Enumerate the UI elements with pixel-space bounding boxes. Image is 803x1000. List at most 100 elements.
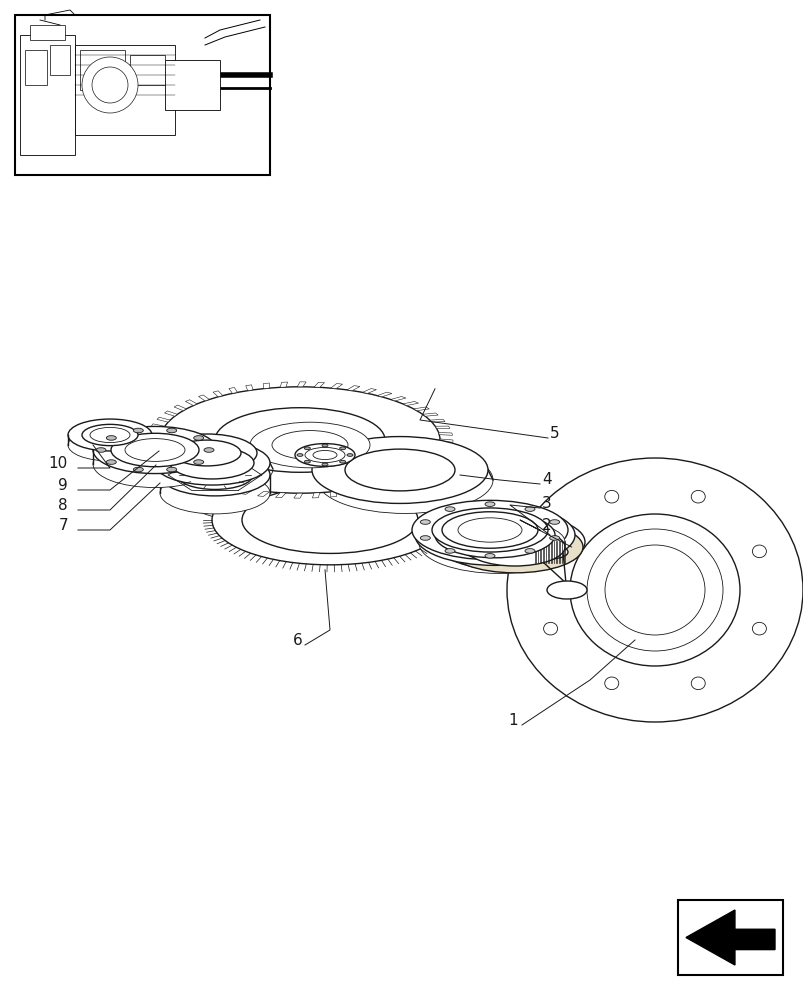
- Ellipse shape: [92, 67, 128, 103]
- Ellipse shape: [68, 419, 152, 451]
- Polygon shape: [422, 464, 435, 469]
- Ellipse shape: [347, 454, 353, 456]
- Polygon shape: [174, 405, 186, 411]
- Polygon shape: [223, 487, 237, 491]
- Ellipse shape: [204, 448, 214, 452]
- Text: 3: 3: [541, 496, 551, 511]
- Ellipse shape: [160, 472, 270, 514]
- Bar: [75, 45, 175, 135]
- Polygon shape: [198, 395, 209, 401]
- Polygon shape: [151, 424, 165, 428]
- Ellipse shape: [68, 429, 152, 461]
- Ellipse shape: [295, 444, 355, 466]
- Ellipse shape: [106, 460, 116, 464]
- Polygon shape: [263, 383, 269, 389]
- Ellipse shape: [304, 447, 310, 450]
- Polygon shape: [185, 400, 197, 406]
- Ellipse shape: [524, 507, 534, 511]
- Ellipse shape: [166, 428, 177, 433]
- Polygon shape: [347, 489, 354, 495]
- Polygon shape: [422, 413, 438, 416]
- Ellipse shape: [434, 514, 585, 570]
- Polygon shape: [275, 493, 286, 498]
- Polygon shape: [181, 474, 197, 479]
- Text: 4: 4: [541, 472, 551, 487]
- Ellipse shape: [604, 490, 618, 503]
- Ellipse shape: [414, 505, 574, 565]
- Polygon shape: [161, 464, 177, 467]
- Ellipse shape: [304, 460, 310, 463]
- Ellipse shape: [543, 545, 557, 558]
- Ellipse shape: [177, 461, 253, 489]
- Ellipse shape: [321, 463, 328, 466]
- Bar: [50, 45, 70, 75]
- Polygon shape: [213, 391, 222, 397]
- Ellipse shape: [93, 426, 217, 474]
- Polygon shape: [314, 382, 324, 387]
- Ellipse shape: [411, 500, 567, 560]
- Ellipse shape: [82, 57, 138, 113]
- Polygon shape: [294, 493, 303, 498]
- Ellipse shape: [312, 437, 487, 503]
- Bar: [165, 60, 220, 110]
- Polygon shape: [147, 445, 161, 447]
- Polygon shape: [347, 386, 360, 391]
- Polygon shape: [438, 445, 451, 449]
- Polygon shape: [434, 426, 450, 428]
- Ellipse shape: [296, 454, 303, 456]
- Polygon shape: [257, 491, 269, 496]
- Polygon shape: [434, 452, 448, 456]
- Bar: [80, 50, 124, 90]
- Text: 1: 1: [507, 713, 517, 728]
- Ellipse shape: [157, 447, 273, 491]
- Polygon shape: [413, 469, 426, 475]
- Ellipse shape: [445, 507, 454, 511]
- Polygon shape: [362, 487, 371, 493]
- Ellipse shape: [157, 434, 257, 472]
- Ellipse shape: [569, 514, 739, 666]
- Text: 7: 7: [59, 518, 68, 533]
- Ellipse shape: [543, 622, 557, 635]
- Ellipse shape: [418, 513, 578, 573]
- Ellipse shape: [484, 554, 495, 558]
- Polygon shape: [390, 479, 401, 485]
- Ellipse shape: [160, 387, 439, 493]
- Polygon shape: [413, 407, 429, 411]
- Polygon shape: [148, 431, 161, 435]
- Ellipse shape: [316, 447, 492, 513]
- Polygon shape: [377, 483, 386, 489]
- Ellipse shape: [446, 521, 582, 573]
- Ellipse shape: [420, 520, 430, 524]
- Ellipse shape: [96, 448, 106, 452]
- Ellipse shape: [507, 458, 802, 722]
- Polygon shape: [297, 382, 306, 387]
- Polygon shape: [330, 384, 342, 389]
- Ellipse shape: [173, 440, 241, 466]
- Ellipse shape: [339, 460, 345, 463]
- Ellipse shape: [484, 502, 495, 506]
- Text: 10: 10: [49, 456, 68, 471]
- Bar: [30, 25, 65, 40]
- Polygon shape: [362, 389, 376, 393]
- Ellipse shape: [194, 460, 203, 464]
- Ellipse shape: [752, 545, 765, 558]
- Polygon shape: [194, 479, 209, 484]
- Polygon shape: [439, 439, 452, 442]
- Ellipse shape: [464, 528, 565, 566]
- Ellipse shape: [154, 441, 270, 485]
- Polygon shape: [165, 411, 177, 416]
- Text: 8: 8: [59, 498, 68, 513]
- Ellipse shape: [111, 433, 199, 467]
- Ellipse shape: [454, 521, 565, 563]
- Polygon shape: [685, 910, 774, 965]
- Polygon shape: [147, 438, 160, 441]
- Polygon shape: [155, 458, 170, 461]
- FancyBboxPatch shape: [677, 900, 782, 975]
- Ellipse shape: [752, 622, 765, 635]
- Polygon shape: [157, 417, 170, 422]
- Polygon shape: [150, 452, 165, 454]
- Ellipse shape: [431, 508, 548, 552]
- Ellipse shape: [445, 549, 454, 553]
- Polygon shape: [246, 385, 253, 391]
- Ellipse shape: [549, 520, 559, 524]
